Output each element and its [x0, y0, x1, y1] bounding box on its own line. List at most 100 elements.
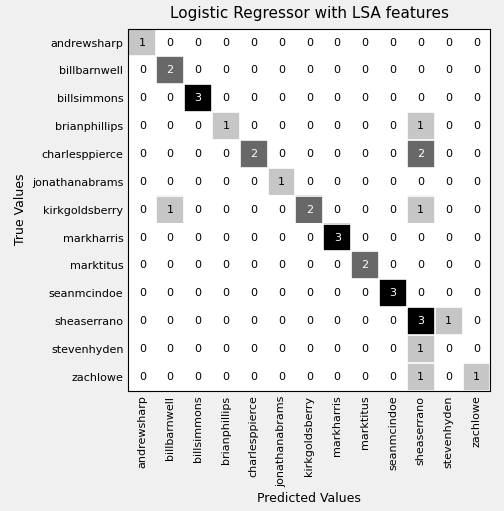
Text: 0: 0 — [195, 65, 202, 76]
Text: 0: 0 — [390, 316, 397, 326]
Text: 0: 0 — [473, 344, 480, 354]
Text: 1: 1 — [417, 121, 424, 131]
Text: 0: 0 — [361, 288, 368, 298]
Text: 0: 0 — [445, 37, 452, 48]
Text: 0: 0 — [361, 93, 368, 103]
Text: 0: 0 — [445, 149, 452, 159]
Text: 0: 0 — [390, 344, 397, 354]
Text: 0: 0 — [167, 233, 174, 243]
Text: 0: 0 — [222, 288, 229, 298]
Text: 1: 1 — [417, 372, 424, 382]
Text: 0: 0 — [306, 316, 313, 326]
Text: 0: 0 — [390, 121, 397, 131]
Text: 0: 0 — [334, 316, 341, 326]
Text: 0: 0 — [222, 65, 229, 76]
Text: 0: 0 — [195, 149, 202, 159]
Text: 0: 0 — [361, 344, 368, 354]
Text: 0: 0 — [195, 372, 202, 382]
Text: 0: 0 — [167, 149, 174, 159]
Text: 0: 0 — [361, 205, 368, 215]
Text: 0: 0 — [167, 261, 174, 270]
Text: 3: 3 — [390, 288, 397, 298]
Text: 0: 0 — [195, 37, 202, 48]
Text: 0: 0 — [306, 93, 313, 103]
Text: 0: 0 — [250, 344, 257, 354]
Text: 0: 0 — [139, 93, 146, 103]
Text: 0: 0 — [195, 316, 202, 326]
Text: 0: 0 — [390, 93, 397, 103]
Text: 0: 0 — [334, 344, 341, 354]
Text: 0: 0 — [473, 261, 480, 270]
Text: 0: 0 — [139, 288, 146, 298]
Text: 0: 0 — [445, 288, 452, 298]
Text: 1: 1 — [417, 344, 424, 354]
Text: 0: 0 — [334, 149, 341, 159]
Text: 0: 0 — [361, 37, 368, 48]
Text: 0: 0 — [445, 261, 452, 270]
Text: 0: 0 — [473, 121, 480, 131]
Text: 0: 0 — [334, 372, 341, 382]
Text: 0: 0 — [445, 121, 452, 131]
Text: 0: 0 — [334, 261, 341, 270]
Text: 0: 0 — [445, 344, 452, 354]
Text: 0: 0 — [195, 288, 202, 298]
Text: 0: 0 — [445, 65, 452, 76]
Text: 3: 3 — [334, 233, 341, 243]
Text: 0: 0 — [250, 121, 257, 131]
Text: 0: 0 — [473, 288, 480, 298]
Text: 1: 1 — [139, 37, 146, 48]
Text: 0: 0 — [278, 37, 285, 48]
Text: 0: 0 — [139, 121, 146, 131]
Text: 0: 0 — [250, 205, 257, 215]
Text: 0: 0 — [167, 316, 174, 326]
Text: 2: 2 — [306, 205, 313, 215]
Text: 0: 0 — [167, 93, 174, 103]
Text: 1: 1 — [167, 205, 174, 215]
Text: 1: 1 — [473, 372, 480, 382]
Text: 2: 2 — [250, 149, 257, 159]
Text: 0: 0 — [306, 261, 313, 270]
Text: 0: 0 — [250, 93, 257, 103]
Text: 0: 0 — [167, 37, 174, 48]
Text: 0: 0 — [167, 121, 174, 131]
Text: 0: 0 — [334, 37, 341, 48]
Text: 0: 0 — [390, 261, 397, 270]
Text: 0: 0 — [278, 65, 285, 76]
X-axis label: Predicted Values: Predicted Values — [258, 493, 361, 505]
Text: 0: 0 — [473, 233, 480, 243]
Text: 0: 0 — [361, 149, 368, 159]
Text: 0: 0 — [250, 65, 257, 76]
Text: 2: 2 — [361, 261, 368, 270]
Text: 0: 0 — [417, 37, 424, 48]
Text: 0: 0 — [139, 261, 146, 270]
Text: 3: 3 — [417, 316, 424, 326]
Text: 2: 2 — [167, 65, 174, 76]
Text: 0: 0 — [250, 288, 257, 298]
Text: 0: 0 — [473, 205, 480, 215]
Text: 0: 0 — [250, 177, 257, 187]
Text: 0: 0 — [139, 233, 146, 243]
Text: 0: 0 — [139, 205, 146, 215]
Text: 0: 0 — [222, 344, 229, 354]
Text: 0: 0 — [195, 177, 202, 187]
Text: 1: 1 — [417, 205, 424, 215]
Text: 0: 0 — [361, 177, 368, 187]
Text: 0: 0 — [222, 261, 229, 270]
Text: 0: 0 — [222, 316, 229, 326]
Text: 0: 0 — [195, 344, 202, 354]
Text: 0: 0 — [390, 65, 397, 76]
Text: 0: 0 — [167, 288, 174, 298]
Text: 0: 0 — [278, 316, 285, 326]
Text: 0: 0 — [222, 205, 229, 215]
Title: Logistic Regressor with LSA features: Logistic Regressor with LSA features — [170, 6, 449, 20]
Text: 0: 0 — [139, 149, 146, 159]
Text: 0: 0 — [278, 372, 285, 382]
Text: 0: 0 — [139, 177, 146, 187]
Text: 0: 0 — [139, 372, 146, 382]
Text: 0: 0 — [195, 205, 202, 215]
Text: 0: 0 — [334, 65, 341, 76]
Text: 0: 0 — [222, 149, 229, 159]
Text: 0: 0 — [390, 177, 397, 187]
Text: 0: 0 — [195, 121, 202, 131]
Text: 0: 0 — [306, 121, 313, 131]
